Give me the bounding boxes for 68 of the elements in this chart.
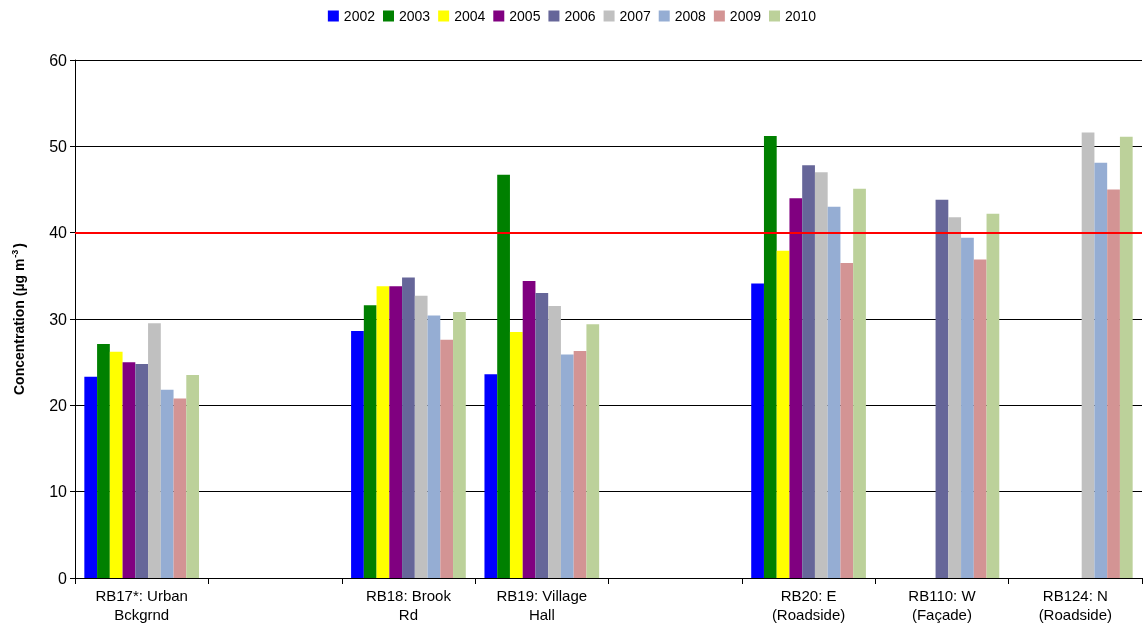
- bar: [135, 363, 149, 578]
- bar: [363, 305, 377, 578]
- bar: [802, 165, 815, 578]
- x-tick-label: RB20: E (Roadside): [771, 587, 846, 623]
- bar: [509, 331, 523, 578]
- bar: [827, 206, 841, 578]
- bar: [173, 398, 187, 578]
- x-tick-label: RB124: N (Roadside): [1038, 587, 1112, 623]
- bar: [535, 293, 549, 578]
- y-tick-label: 40: [49, 224, 68, 242]
- bar: [484, 374, 498, 578]
- bar: [789, 198, 803, 578]
- bar: [497, 174, 510, 578]
- bar: [389, 286, 403, 578]
- bar: [122, 362, 136, 578]
- legend-label: 2009: [729, 8, 762, 24]
- bar: [402, 277, 415, 578]
- bar: [853, 188, 866, 578]
- bar: [548, 306, 561, 578]
- bar: [1081, 132, 1095, 578]
- x-tick-label: RB110: W (Façade): [908, 587, 977, 623]
- legend-label: 2008: [674, 8, 707, 24]
- bar: [948, 217, 962, 578]
- legend-label: 2005: [509, 8, 541, 24]
- bar: [522, 281, 536, 578]
- bar: [160, 389, 174, 578]
- legend-label: 2010: [785, 8, 817, 24]
- bar: [814, 172, 828, 578]
- bar: [1107, 189, 1120, 578]
- bar: [109, 351, 123, 578]
- y-axis-title: Concentration (µg m-3): [9, 242, 27, 396]
- bar: [586, 324, 600, 578]
- y-tick-label: 50: [49, 137, 68, 155]
- bar: [97, 344, 110, 578]
- bar: [840, 262, 854, 578]
- bar: [1094, 162, 1108, 578]
- legend-label: 2007: [619, 8, 651, 24]
- bar: [1119, 136, 1133, 578]
- x-tick-label: RB19: Village Hall: [496, 587, 588, 623]
- x-tick-label: RB18: Brook Rd: [365, 587, 452, 623]
- bar: [560, 354, 574, 578]
- bar: [961, 237, 974, 578]
- bar: [973, 259, 987, 578]
- legend-label: 2004: [454, 8, 486, 24]
- bar: [427, 315, 441, 578]
- bar: [751, 283, 764, 578]
- y-tick-label: 60: [49, 51, 68, 69]
- y-tick-label: 10: [49, 483, 68, 501]
- x-tick-label: RB17*: Urban Bckgrnd: [95, 587, 188, 623]
- legend-label: 2006: [564, 8, 596, 24]
- bar: [186, 375, 200, 578]
- bar: [986, 213, 1000, 578]
- y-tick-label: 20: [49, 396, 68, 414]
- legend-label: 2003: [398, 8, 431, 24]
- legend-label: 2002: [343, 8, 376, 24]
- y-tick-label: 0: [58, 569, 68, 587]
- bar: [414, 295, 428, 578]
- bar: [84, 376, 98, 578]
- bar: [763, 135, 777, 578]
- bar: [351, 331, 364, 578]
- y-tick-label: 30: [49, 310, 68, 328]
- bar: [440, 339, 454, 578]
- bar: [776, 250, 790, 578]
- bar: [376, 286, 390, 578]
- bar: [453, 312, 466, 578]
- bar: [573, 350, 587, 578]
- bar: [148, 323, 161, 578]
- bar: [935, 199, 949, 578]
